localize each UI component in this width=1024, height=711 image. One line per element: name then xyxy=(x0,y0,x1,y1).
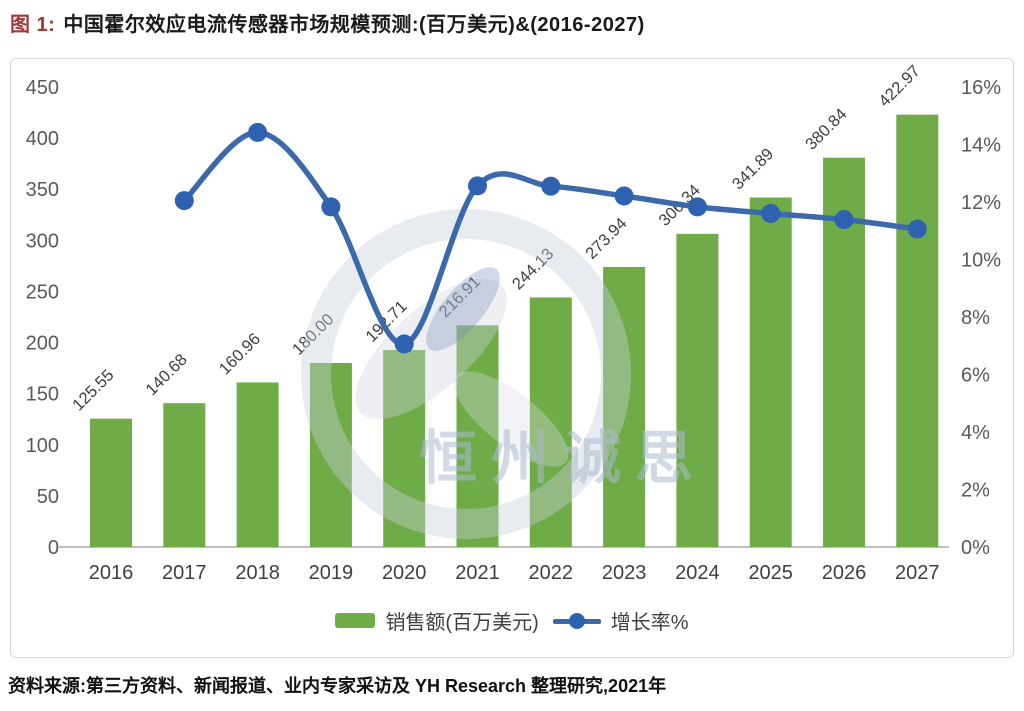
growth-rate-point-2024 xyxy=(687,197,707,217)
x-axis-label-2021: 2021 xyxy=(455,562,500,584)
bar-label-2017: 140.68 xyxy=(142,351,190,399)
line-series-swatch xyxy=(552,612,601,629)
bar-2027 xyxy=(896,114,939,547)
right-axis-tick-10: 10% xyxy=(961,250,1001,272)
bar-2016 xyxy=(90,418,132,547)
right-axis-tick-16: 16% xyxy=(961,77,1001,99)
bar-label-2026: 380.84 xyxy=(802,105,850,153)
right-axis-tick-6: 6% xyxy=(961,365,990,387)
figure-title: 图 1: 中国霍尔效应电流传感器市场规模预测:(百万美元)&(2016-2027) xyxy=(10,8,1010,37)
growth-rate-point-2027 xyxy=(907,219,927,239)
growth-rate-point-2022 xyxy=(541,176,561,196)
right-axis-tick-14: 14% xyxy=(961,135,1001,157)
bar-label-2027: 422.97 xyxy=(875,62,923,110)
figure-number: 图 1: xyxy=(10,14,56,36)
figure-title-text: 中国霍尔效应电流传感器市场规模预测:(百万美元)&(2016-2027) xyxy=(63,14,645,36)
line-swatch-marker-icon xyxy=(568,612,585,629)
left-axis-tick-450: 450 xyxy=(26,77,59,99)
chart-canvas: 0 50 100 150 200 250 300 350 400 450 0% 2% 4% 6% 8% 10%… xyxy=(26,62,1002,584)
bar-series-swatch xyxy=(335,613,376,628)
growth-rate-point-2021 xyxy=(468,176,487,196)
x-axis-label-2017: 2017 xyxy=(162,562,207,584)
bar-label-2023: 273.94 xyxy=(582,214,630,262)
x-axis-label-2019: 2019 xyxy=(309,562,354,584)
x-axis-label-2024: 2024 xyxy=(675,562,720,584)
right-axis-tick-8: 8% xyxy=(961,307,990,329)
right-axis-tick-4: 4% xyxy=(961,422,990,444)
bar-label-2018: 160.96 xyxy=(216,330,264,378)
x-axis-label-2026: 2026 xyxy=(822,562,867,584)
right-axis-tick-2: 2% xyxy=(961,480,990,502)
left-axis-tick-200: 200 xyxy=(26,333,59,355)
x-axis-label-2018: 2018 xyxy=(235,562,280,584)
left-axis-tick-300: 300 xyxy=(26,230,59,252)
legend-item-sales: 销售额(百万美元) xyxy=(335,606,539,635)
bar-label-2016: 125.55 xyxy=(69,366,117,414)
left-axis-tick-400: 400 xyxy=(26,128,59,150)
bar-label-2025: 341.89 xyxy=(729,145,777,193)
growth-rate-point-2019 xyxy=(321,197,341,217)
legend-label-growth: 增长率% xyxy=(610,612,689,634)
bar-2018 xyxy=(236,382,279,547)
chart-legend: 销售额(百万美元) 增长率% xyxy=(11,606,1013,635)
bar-2021 xyxy=(456,325,499,547)
bar-2017 xyxy=(163,403,206,547)
growth-rate-point-2020 xyxy=(394,334,414,354)
left-axis-tick-50: 50 xyxy=(37,486,59,508)
x-axis-label-2022: 2022 xyxy=(529,562,574,584)
right-axis-tick-0: 0% xyxy=(961,537,990,559)
bar-2024 xyxy=(676,233,719,547)
x-axis-label-2027: 2027 xyxy=(895,562,940,584)
growth-rate-point-2023 xyxy=(614,186,634,206)
bar-2025 xyxy=(749,197,792,547)
bar-2023 xyxy=(603,266,646,547)
left-axis-tick-150: 150 xyxy=(26,384,59,406)
watermark-logo-icon xyxy=(301,209,631,539)
x-axis-label-2025: 2025 xyxy=(748,562,793,584)
growth-rate-point-2026 xyxy=(834,210,854,230)
left-axis-tick-250: 250 xyxy=(26,281,59,303)
legend-label-sales: 销售额(百万美元) xyxy=(385,612,539,634)
left-axis-tick-100: 100 xyxy=(26,435,59,457)
growth-rate-point-2017 xyxy=(174,191,194,211)
x-axis-label-2023: 2023 xyxy=(602,562,647,584)
chart-panel: 0 50 100 150 200 250 300 350 400 450 0% 2% 4% 6% 8% 10%… xyxy=(10,58,1014,658)
left-axis-tick-0: 0 xyxy=(48,537,59,559)
x-axis-label-2016: 2016 xyxy=(89,562,134,584)
right-axis-tick-12: 12% xyxy=(961,192,1001,214)
bar-2020 xyxy=(383,350,426,547)
source-text: 资料来源:第三方资料、新闻报道、业内专家采访及 YH Research 整理研究… xyxy=(8,676,667,696)
x-axis-label-2020: 2020 xyxy=(382,562,427,584)
bar-2019 xyxy=(309,363,352,547)
growth-rate-point-2018 xyxy=(248,122,268,142)
left-axis-tick-350: 350 xyxy=(26,179,59,201)
growth-rate-point-2025 xyxy=(761,204,781,223)
bar-2022 xyxy=(529,297,572,547)
legend-item-growth: 增长率% xyxy=(552,606,689,635)
